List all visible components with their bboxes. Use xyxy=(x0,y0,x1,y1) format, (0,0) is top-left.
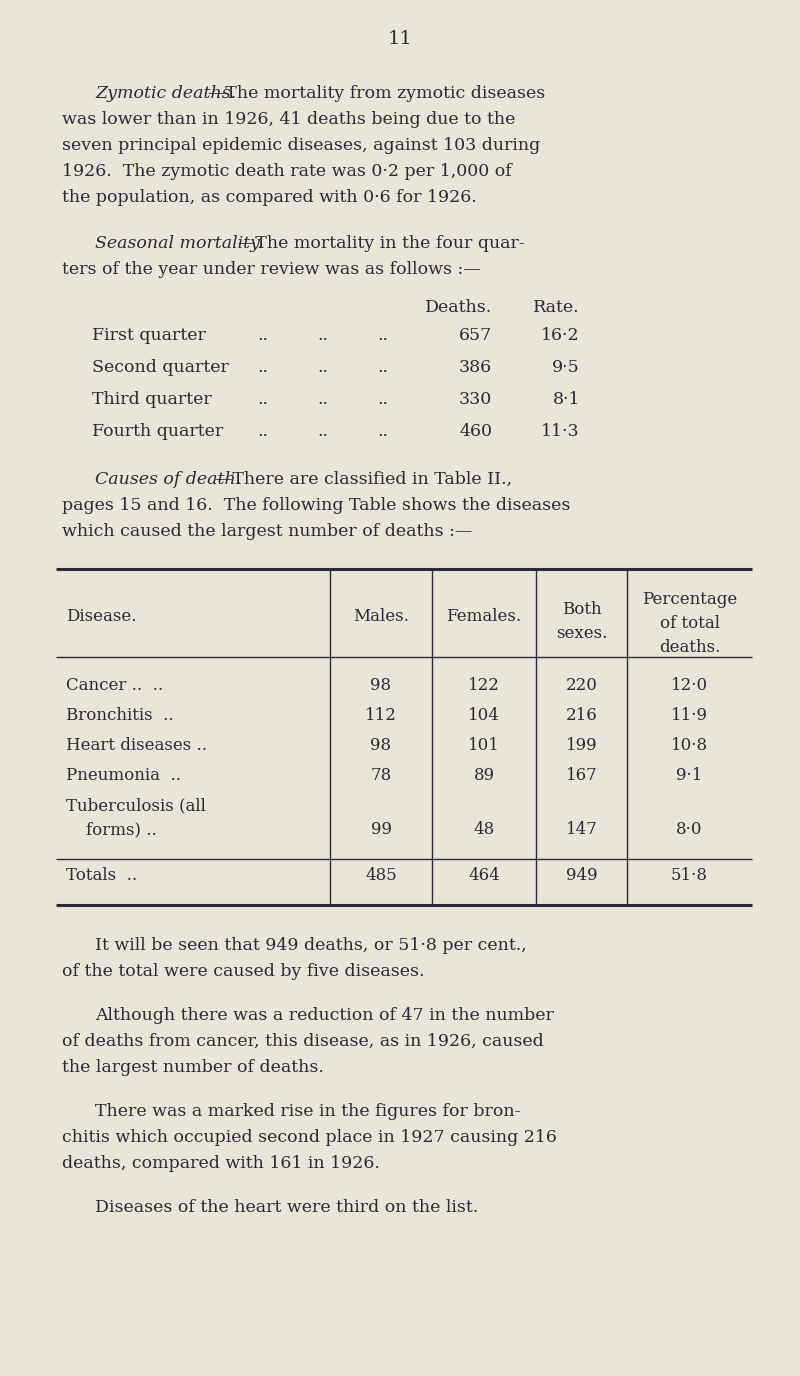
Text: 464: 464 xyxy=(468,867,500,883)
Text: pages 15 and 16.  The following Table shows the diseases: pages 15 and 16. The following Table sho… xyxy=(62,497,570,515)
Text: 460: 460 xyxy=(459,422,492,440)
Text: ..: .. xyxy=(257,422,268,440)
Text: 11·9: 11·9 xyxy=(671,707,708,724)
Text: 11: 11 xyxy=(388,30,412,48)
Text: 330: 330 xyxy=(458,391,492,409)
Text: seven principal epidemic diseases, against 103 during: seven principal epidemic diseases, again… xyxy=(62,138,540,154)
Text: was lower than in 1926, 41 deaths being due to the: was lower than in 1926, 41 deaths being … xyxy=(62,111,515,128)
Text: Females.: Females. xyxy=(446,608,522,625)
Text: the largest number of deaths.: the largest number of deaths. xyxy=(62,1060,324,1076)
Text: 167: 167 xyxy=(566,766,598,784)
Text: 9·1: 9·1 xyxy=(676,766,702,784)
Text: 386: 386 xyxy=(459,359,492,376)
Text: Rate.: Rate. xyxy=(534,299,580,316)
Text: There was a marked rise in the figures for bron-: There was a marked rise in the figures f… xyxy=(95,1104,521,1120)
Text: 11·3: 11·3 xyxy=(542,422,580,440)
Text: 1926.  The zymotic death rate was 0·2 per 1,000 of: 1926. The zymotic death rate was 0·2 per… xyxy=(62,162,512,180)
Text: 99: 99 xyxy=(370,821,391,838)
Text: 78: 78 xyxy=(370,766,392,784)
Text: Second quarter: Second quarter xyxy=(92,359,229,376)
Text: 51·8: 51·8 xyxy=(671,867,708,883)
Text: ..: .. xyxy=(317,422,328,440)
Text: chitis which occupied second place in 1927 causing 216: chitis which occupied second place in 19… xyxy=(62,1128,557,1146)
Text: 16·2: 16·2 xyxy=(542,327,580,344)
Text: 199: 199 xyxy=(566,738,598,754)
Text: the population, as compared with 0·6 for 1926.: the population, as compared with 0·6 for… xyxy=(62,189,477,206)
Text: sexes.: sexes. xyxy=(556,625,607,643)
Text: Causes of death.: Causes of death. xyxy=(95,471,242,488)
Text: Tuberculosis (all: Tuberculosis (all xyxy=(66,797,206,815)
Text: 220: 220 xyxy=(566,677,598,694)
Text: Diseases of the heart were third on the list.: Diseases of the heart were third on the … xyxy=(95,1198,478,1216)
Text: Males.: Males. xyxy=(353,608,409,625)
Text: of deaths from cancer, this disease, as in 1926, caused: of deaths from cancer, this disease, as … xyxy=(62,1033,544,1050)
Text: —The mortality in the four quar-: —The mortality in the four quar- xyxy=(238,235,524,252)
Text: 98: 98 xyxy=(370,677,391,694)
Text: 122: 122 xyxy=(468,677,500,694)
Text: 104: 104 xyxy=(468,707,500,724)
Text: 89: 89 xyxy=(474,766,494,784)
Text: —There are classified in Table II.,: —There are classified in Table II., xyxy=(215,471,512,488)
Text: —The mortality from zymotic diseases: —The mortality from zymotic diseases xyxy=(207,85,545,102)
Text: 98: 98 xyxy=(370,738,391,754)
Text: Totals  ..: Totals .. xyxy=(66,867,137,883)
Text: 657: 657 xyxy=(458,327,492,344)
Text: ..: .. xyxy=(317,327,328,344)
Text: Heart diseases ..: Heart diseases .. xyxy=(66,738,207,754)
Text: of total: of total xyxy=(659,615,719,632)
Text: ..: .. xyxy=(377,422,388,440)
Text: 112: 112 xyxy=(365,707,397,724)
Text: Seasonal mortality.: Seasonal mortality. xyxy=(95,235,263,252)
Text: ..: .. xyxy=(377,327,388,344)
Text: Both: Both xyxy=(562,601,602,618)
Text: deaths.: deaths. xyxy=(659,638,720,656)
Text: which caused the largest number of deaths :—: which caused the largest number of death… xyxy=(62,523,472,539)
Text: ..: .. xyxy=(317,391,328,409)
Text: ters of the year under review was as follows :—: ters of the year under review was as fol… xyxy=(62,261,481,278)
Text: ..: .. xyxy=(257,359,268,376)
Text: First quarter: First quarter xyxy=(92,327,206,344)
Text: 216: 216 xyxy=(566,707,598,724)
Text: Bronchitis  ..: Bronchitis .. xyxy=(66,707,174,724)
Text: ..: .. xyxy=(257,391,268,409)
Text: forms) ..: forms) .. xyxy=(86,821,157,838)
Text: Disease.: Disease. xyxy=(66,608,137,625)
Text: of the total were caused by five diseases.: of the total were caused by five disease… xyxy=(62,963,425,980)
Text: Zymotic deaths.: Zymotic deaths. xyxy=(95,85,236,102)
Text: 48: 48 xyxy=(474,821,494,838)
Text: deaths, compared with 161 in 1926.: deaths, compared with 161 in 1926. xyxy=(62,1154,380,1172)
Text: ..: .. xyxy=(377,359,388,376)
Text: Pneumonia  ..: Pneumonia .. xyxy=(66,766,181,784)
Text: 485: 485 xyxy=(365,867,397,883)
Text: Fourth quarter: Fourth quarter xyxy=(92,422,223,440)
Text: Percentage: Percentage xyxy=(642,592,737,608)
Text: 12·0: 12·0 xyxy=(671,677,708,694)
Text: 101: 101 xyxy=(468,738,500,754)
Text: ..: .. xyxy=(377,391,388,409)
Text: 8·0: 8·0 xyxy=(676,821,702,838)
Text: 8·1: 8·1 xyxy=(553,391,580,409)
Text: 9·5: 9·5 xyxy=(552,359,580,376)
Text: Deaths.: Deaths. xyxy=(425,299,492,316)
Text: Third quarter: Third quarter xyxy=(92,391,212,409)
Text: It will be seen that 949 deaths, or 51·8 per cent.,: It will be seen that 949 deaths, or 51·8… xyxy=(95,937,526,954)
Text: ..: .. xyxy=(317,359,328,376)
Text: 10·8: 10·8 xyxy=(671,738,708,754)
Text: Cancer ..  ..: Cancer .. .. xyxy=(66,677,163,694)
Text: 147: 147 xyxy=(566,821,598,838)
Text: Although there was a reduction of 47 in the number: Although there was a reduction of 47 in … xyxy=(95,1007,554,1024)
Text: 949: 949 xyxy=(566,867,598,883)
Text: ..: .. xyxy=(257,327,268,344)
